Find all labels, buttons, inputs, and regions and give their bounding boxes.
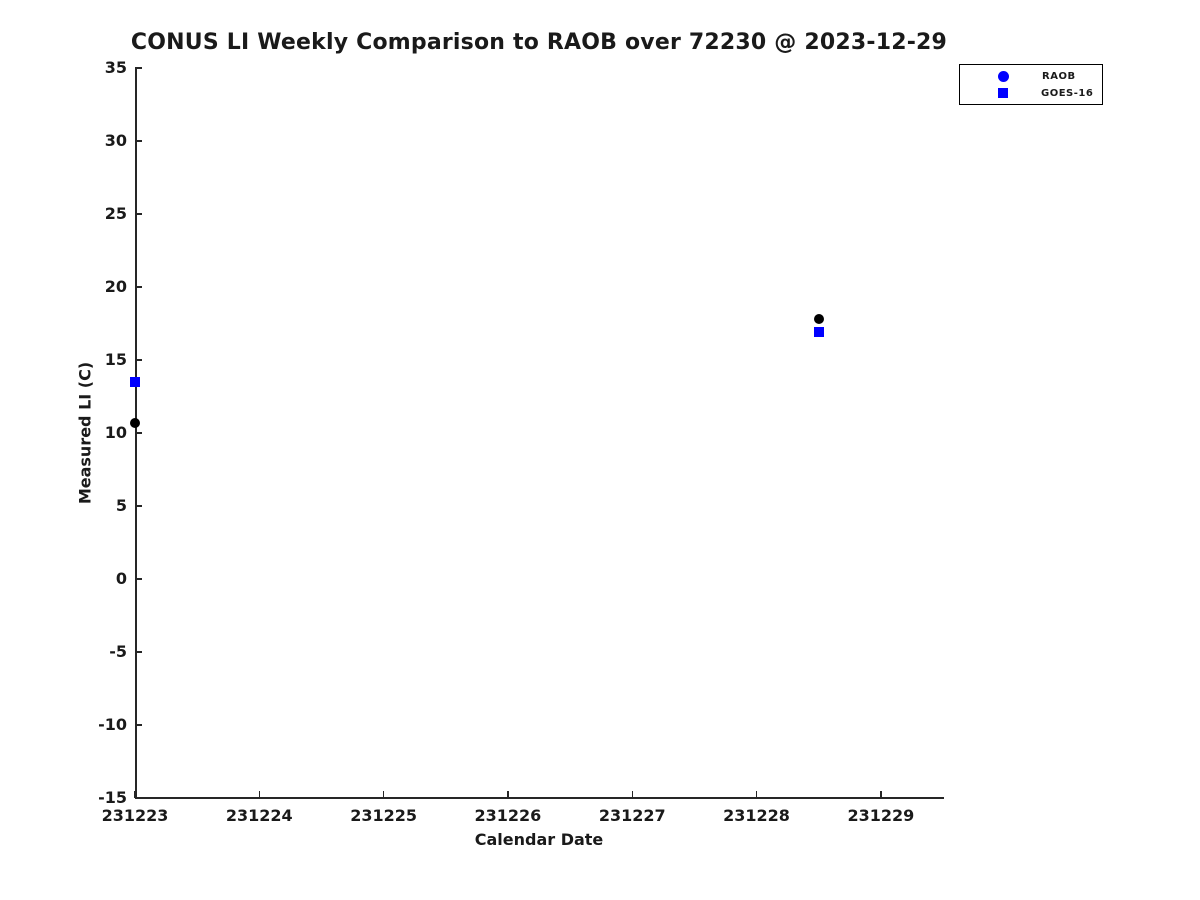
x-axis-line [135, 797, 944, 799]
y-tick-mark [135, 797, 142, 799]
y-tick-mark [135, 724, 142, 726]
chart-title: CONUS LI Weekly Comparison to RAOB over … [130, 30, 948, 55]
x-tick-mark [880, 791, 882, 798]
goes-16-data-point-marker [813, 327, 824, 338]
y-tick-label: 5 [115, 496, 127, 515]
legend-label-raob: RAOB [1042, 70, 1076, 82]
legend: RAOB GOES-16 [959, 64, 1103, 105]
goes16-square-marker-icon [998, 88, 1008, 98]
x-tick-label: 231223 [101, 806, 169, 825]
y-tick-mark [135, 213, 142, 215]
x-tick-mark [755, 791, 758, 798]
raob-data-point-marker [813, 314, 824, 325]
x-tick-mark [382, 791, 385, 798]
y-tick-label: 15 [104, 350, 127, 369]
legend-label-goes16: GOES-16 [1041, 87, 1094, 99]
y-tick-label: 10 [104, 423, 127, 442]
x-tick-label: 231227 [598, 806, 666, 825]
y-tick-label: 30 [104, 131, 127, 150]
x-tick-mark [258, 791, 260, 798]
y-tick-label: 20 [104, 277, 127, 296]
raob-data-point-marker [130, 417, 140, 428]
x-tick-label: 231228 [723, 806, 790, 825]
legend-entry-goes16: GOES-16 [960, 85, 1102, 102]
y-tick-label: 0 [115, 569, 127, 588]
x-tick-label: 231226 [474, 806, 542, 825]
x-tick-mark [631, 791, 633, 798]
x-tick-label: 231224 [225, 806, 293, 825]
goes-16-data-point-marker [130, 376, 140, 387]
y-tick-mark [135, 67, 142, 69]
x-axis-label: Calendar Date [474, 830, 604, 849]
y-tick-mark [135, 432, 142, 434]
x-tick-label: 231229 [847, 806, 915, 825]
y-tick-mark [135, 505, 142, 507]
x-tick-mark [507, 791, 509, 798]
y-tick-mark [135, 140, 142, 142]
x-tick-mark [134, 791, 136, 798]
y-tick-label: 25 [104, 204, 127, 223]
x-tick-label: 231225 [350, 806, 417, 825]
y-tick-label: 35 [104, 58, 127, 77]
y-tick-mark [135, 286, 142, 288]
y-tick-label: -10 [98, 715, 127, 734]
y-tick-label: -5 [109, 642, 127, 661]
legend-entry-raob: RAOB [960, 68, 1102, 85]
y-tick-mark [135, 651, 142, 653]
y-tick-mark [135, 578, 142, 580]
y-tick-label: -15 [98, 788, 127, 807]
y-tick-mark [135, 359, 142, 361]
raob-circle-marker-icon [998, 70, 1009, 82]
